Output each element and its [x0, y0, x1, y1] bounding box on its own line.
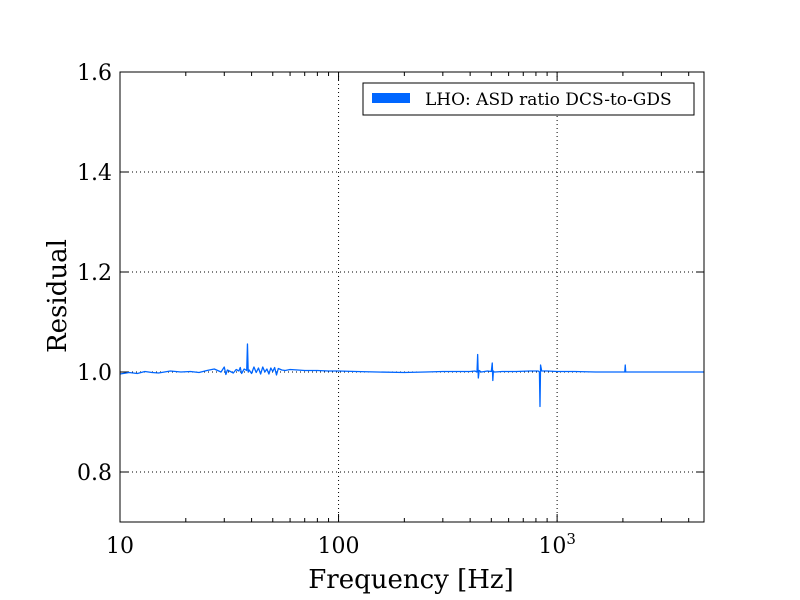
plot-frame [119, 71, 705, 523]
legend: LHO: ASD ratio DCS-to-GDS [362, 82, 695, 116]
series-layer [119, 343, 704, 408]
x-tick-label: 103 [538, 530, 576, 559]
x-tick-label-base: 10 [106, 534, 134, 559]
x-axis-title: Frequency [Hz] [308, 565, 514, 595]
series-line-0 [119, 343, 704, 408]
x-tick-label-exponent: 3 [566, 530, 576, 548]
x-tick-label-base: 100 [318, 534, 360, 559]
y-tick-label: 1.0 [77, 361, 112, 386]
legend-swatch [372, 93, 410, 103]
y-tick-label: 0.8 [77, 461, 112, 486]
legend-box [362, 82, 695, 116]
x-tick-label: 100 [318, 534, 360, 559]
tick-labels-layer: 0.81.01.21.41.610 100 103 [77, 61, 576, 559]
x-tick-label-base: 10 [538, 534, 566, 559]
y-axis-title: Residual [43, 239, 73, 353]
y-tick-label: 1.2 [77, 261, 112, 286]
legend-label: LHO: ASD ratio DCS-to-GDS [425, 90, 672, 110]
y-tick-label: 1.4 [77, 161, 112, 186]
x-tick-label: 10 [106, 534, 134, 559]
y-tick-label: 1.6 [77, 61, 112, 86]
